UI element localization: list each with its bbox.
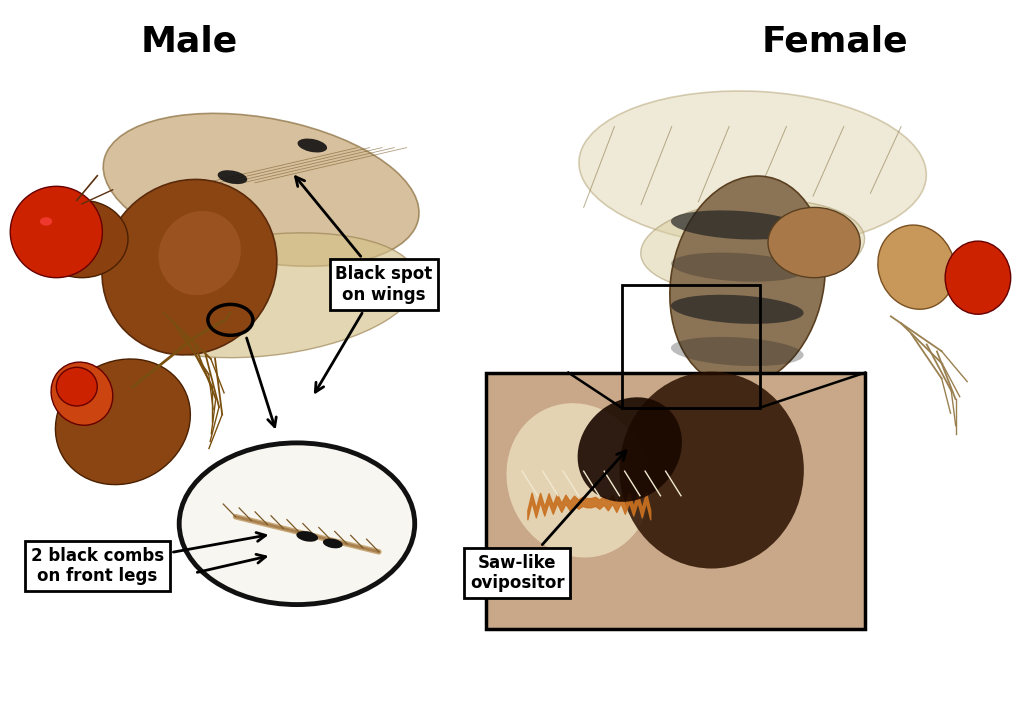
Ellipse shape [579,91,927,247]
Ellipse shape [36,200,128,278]
Ellipse shape [671,252,804,282]
Text: Black spot
on wings: Black spot on wings [296,176,432,304]
Ellipse shape [671,210,804,240]
Ellipse shape [323,538,343,548]
Ellipse shape [620,372,804,569]
Bar [486,373,865,629]
Ellipse shape [670,176,825,387]
Ellipse shape [298,138,327,153]
Ellipse shape [103,113,419,266]
Bar [622,285,760,408]
Text: Saw-like
ovipositor: Saw-like ovipositor [470,451,626,593]
Ellipse shape [40,217,52,226]
Text: 2 black combs
on front legs: 2 black combs on front legs [31,533,265,586]
Ellipse shape [159,211,241,295]
Ellipse shape [296,531,318,542]
Ellipse shape [218,170,247,184]
Text: Male: Male [141,25,238,58]
Ellipse shape [10,186,102,278]
Ellipse shape [102,179,276,355]
Ellipse shape [56,368,97,406]
Ellipse shape [196,291,255,321]
Circle shape [179,443,415,605]
Ellipse shape [55,359,190,484]
Ellipse shape [507,404,650,557]
Ellipse shape [578,397,682,502]
Ellipse shape [671,295,804,324]
Text: Female: Female [761,25,908,58]
Ellipse shape [878,225,955,309]
Ellipse shape [51,362,113,425]
Ellipse shape [671,337,804,366]
Ellipse shape [945,241,1011,314]
Ellipse shape [641,200,864,292]
Ellipse shape [115,233,418,358]
Ellipse shape [768,207,860,278]
